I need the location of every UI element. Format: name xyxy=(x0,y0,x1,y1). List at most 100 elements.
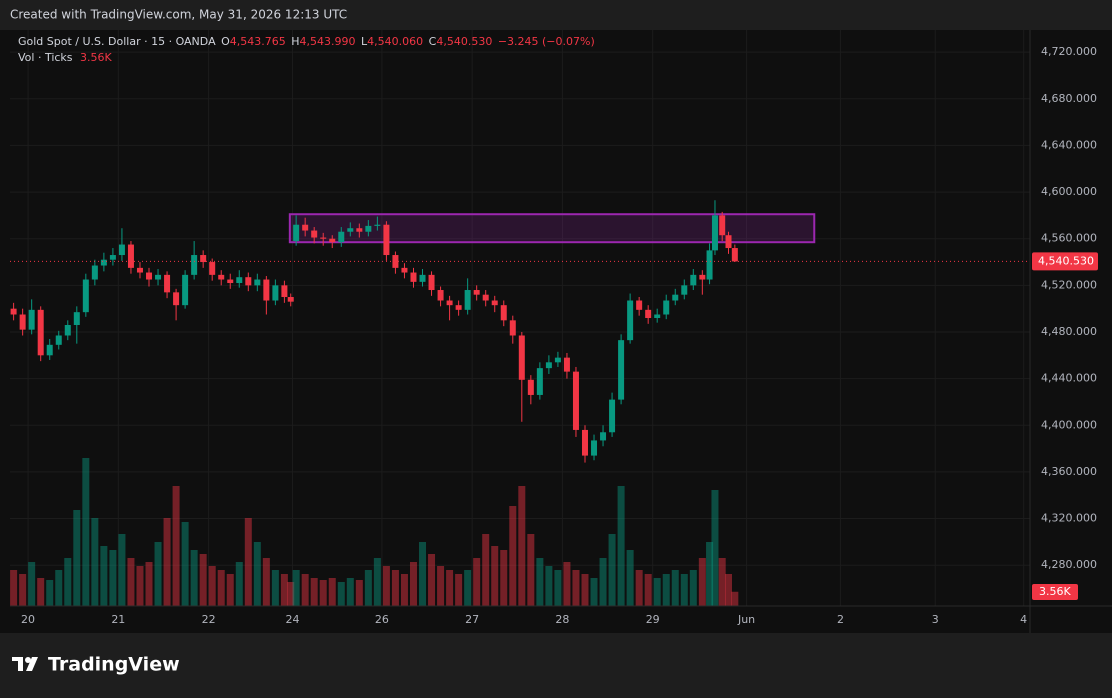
candle-body xyxy=(100,259,107,266)
candle-body xyxy=(338,231,345,243)
volume-bar xyxy=(271,570,279,606)
candle-body xyxy=(347,228,354,232)
volume-bar xyxy=(473,558,481,606)
candle-body xyxy=(536,368,543,395)
candle-body xyxy=(591,440,598,456)
candle-body xyxy=(37,309,44,356)
volume-bar xyxy=(617,486,625,606)
volume-legend: Vol · Ticks 3.56K xyxy=(18,51,113,64)
logo-dot xyxy=(25,657,31,663)
volume-bar xyxy=(711,490,719,606)
volume-bar xyxy=(73,510,81,606)
volume-bar xyxy=(235,562,243,606)
candle-body xyxy=(706,250,713,280)
volume-bar xyxy=(400,574,408,606)
volume-bar xyxy=(446,570,454,606)
volume-value: 3.56K xyxy=(80,51,112,64)
volume-bar xyxy=(337,582,345,606)
volume-bar xyxy=(37,578,45,606)
candle-body xyxy=(200,255,207,263)
candle-body xyxy=(127,244,134,268)
candle-body xyxy=(419,274,426,282)
y-tick-label: 4,680.000 xyxy=(1041,92,1097,105)
volume-bar xyxy=(391,570,399,606)
volume-bar xyxy=(82,458,90,606)
volume-bar xyxy=(328,578,336,606)
volume-bar xyxy=(10,570,18,606)
x-tick-label: Jun xyxy=(737,613,755,626)
candle-body xyxy=(109,255,116,260)
candle-body xyxy=(725,235,732,249)
candle-body xyxy=(446,300,453,306)
y-tick-label: 4,600.000 xyxy=(1041,185,1097,198)
y-tick-label: 4,520.000 xyxy=(1041,278,1097,291)
volume-bar xyxy=(698,558,706,606)
candle-body xyxy=(10,308,17,315)
candle-body xyxy=(681,285,688,295)
last-volume-label: 3.56K xyxy=(1039,585,1071,598)
volume-bar xyxy=(373,558,381,606)
volume-bar xyxy=(409,562,417,606)
volume-bar xyxy=(563,562,571,606)
volume-bar xyxy=(545,566,553,606)
candle-body xyxy=(218,274,225,280)
volume-bar xyxy=(671,570,679,606)
logo-bar xyxy=(12,657,23,661)
last-volume-box xyxy=(1032,584,1078,600)
volume-bar xyxy=(518,486,526,606)
volume-bar xyxy=(635,570,643,606)
volume-bar xyxy=(181,522,189,606)
candle-body xyxy=(663,300,670,315)
volume-bar xyxy=(554,570,562,606)
candle-body xyxy=(173,292,180,306)
volume-bar xyxy=(118,534,126,606)
x-tick-label: 20 xyxy=(21,613,35,626)
legend-h: 4,543.990 xyxy=(300,35,356,48)
legend-change: −3.245 (−0.07%) xyxy=(498,35,595,48)
y-tick-label: 4,440.000 xyxy=(1041,372,1097,385)
candle-body xyxy=(302,224,309,231)
candle-body xyxy=(263,279,270,301)
x-tick-label: 24 xyxy=(286,613,300,626)
y-tick-label: 4,720.000 xyxy=(1041,45,1097,58)
candle-body xyxy=(699,274,706,280)
candle-body xyxy=(365,225,372,232)
candle-body xyxy=(719,215,726,236)
legend-o: 4,543.765 xyxy=(230,35,286,48)
candle-body xyxy=(55,335,62,345)
candle-body xyxy=(600,432,607,441)
candle-body xyxy=(401,267,408,273)
candle-body xyxy=(572,371,579,430)
x-tick-label: 3 xyxy=(932,613,939,626)
candle-body xyxy=(482,294,489,301)
candle-body xyxy=(636,300,643,310)
candle-body xyxy=(581,429,588,456)
legend-l-label: L xyxy=(361,35,368,48)
volume-bar xyxy=(145,562,153,606)
volume-bar xyxy=(319,580,327,606)
volume-bar xyxy=(500,550,508,606)
volume-bar xyxy=(491,546,499,606)
volume-bar xyxy=(244,518,252,606)
volume-bar xyxy=(262,558,270,606)
candle-body xyxy=(464,290,471,310)
volume-bar xyxy=(91,518,99,606)
x-tick-label: 26 xyxy=(375,613,389,626)
volume-bar xyxy=(46,580,54,606)
candle-body xyxy=(654,314,661,318)
volume-bar xyxy=(172,486,180,606)
volume-bar xyxy=(346,578,354,606)
candle-body xyxy=(428,274,435,291)
candle-body xyxy=(191,255,198,275)
logo-stem xyxy=(18,657,23,671)
legend-h-label: H xyxy=(291,35,299,48)
x-tick-label: 21 xyxy=(111,613,125,626)
volume-bar xyxy=(292,570,300,606)
candle-body xyxy=(500,305,507,321)
candle-body xyxy=(28,309,35,330)
candle-body xyxy=(146,272,153,280)
volume-title: Vol · Ticks xyxy=(18,51,73,64)
volume-bar xyxy=(590,578,598,606)
